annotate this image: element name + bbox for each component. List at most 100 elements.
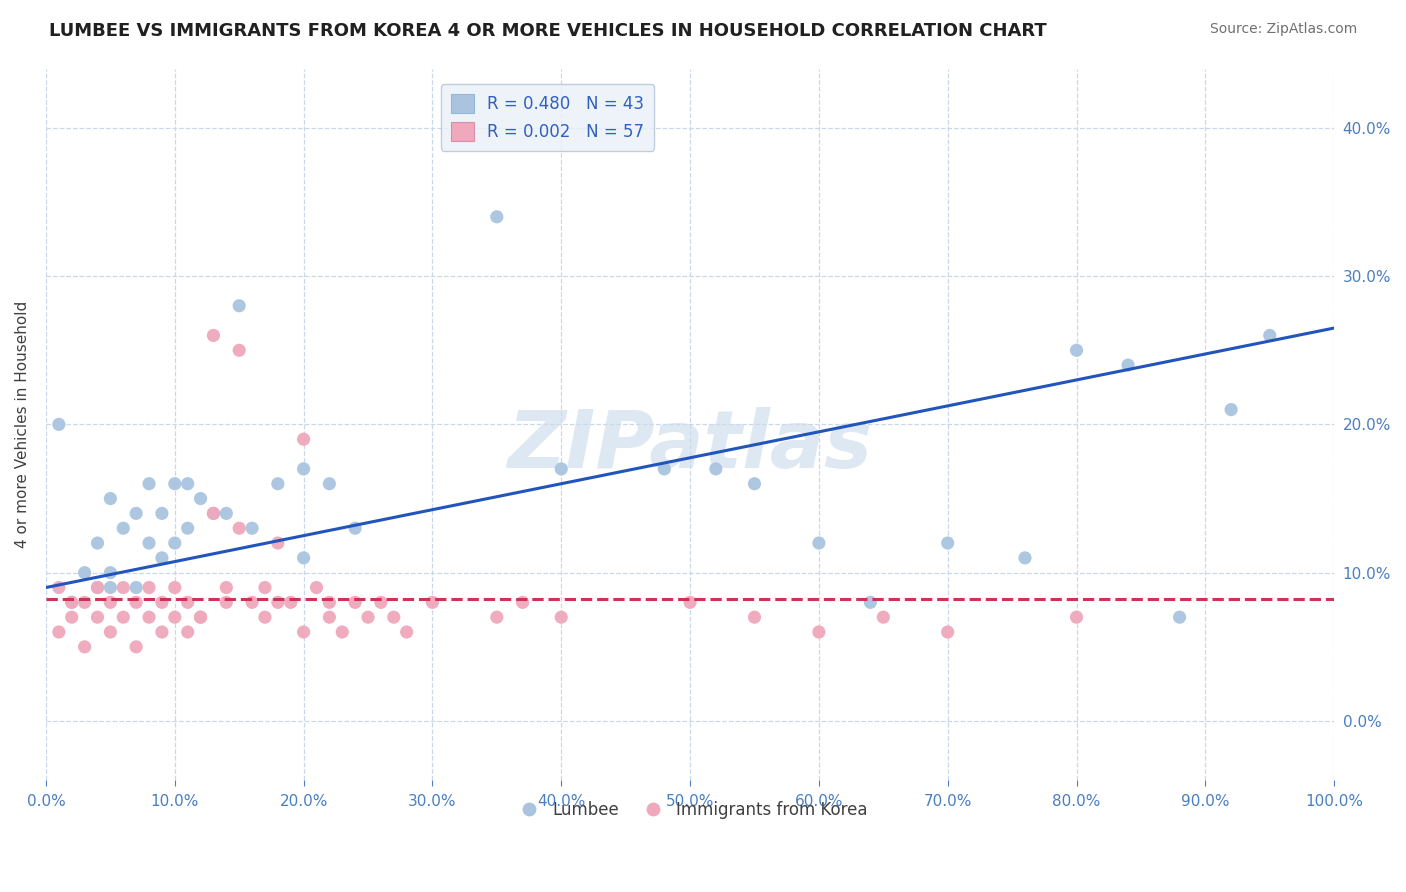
Point — [267, 536, 290, 550]
Point — [73, 640, 96, 654]
Point — [150, 550, 173, 565]
Point — [807, 536, 830, 550]
Point — [100, 491, 122, 506]
Point — [176, 625, 198, 640]
Point — [1066, 343, 1088, 358]
Point — [100, 581, 122, 595]
Point — [292, 432, 315, 446]
Point — [936, 625, 959, 640]
Point — [138, 536, 160, 550]
Point — [125, 595, 148, 609]
Point — [744, 610, 766, 624]
Point — [48, 581, 70, 595]
Point — [240, 521, 263, 535]
Point — [48, 625, 70, 640]
Point — [138, 476, 160, 491]
Point — [1168, 610, 1191, 624]
Point — [73, 595, 96, 609]
Point — [228, 343, 250, 358]
Point — [125, 640, 148, 654]
Point — [344, 595, 367, 609]
Point — [807, 625, 830, 640]
Point — [872, 610, 894, 624]
Point — [859, 595, 882, 609]
Point — [422, 595, 444, 609]
Point — [138, 581, 160, 595]
Point — [1258, 328, 1281, 343]
Point — [202, 328, 225, 343]
Point — [370, 595, 392, 609]
Point — [73, 566, 96, 580]
Point — [190, 610, 212, 624]
Point — [48, 417, 70, 432]
Point — [1066, 610, 1088, 624]
Point — [253, 581, 276, 595]
Point — [267, 476, 290, 491]
Point — [190, 491, 212, 506]
Y-axis label: 4 or more Vehicles in Household: 4 or more Vehicles in Household — [15, 301, 30, 548]
Point — [138, 610, 160, 624]
Point — [176, 476, 198, 491]
Point — [292, 550, 315, 565]
Point — [512, 595, 534, 609]
Point — [357, 610, 380, 624]
Point — [679, 595, 702, 609]
Point — [550, 462, 572, 476]
Point — [86, 581, 108, 595]
Point — [228, 521, 250, 535]
Point — [150, 507, 173, 521]
Point — [176, 521, 198, 535]
Point — [1014, 550, 1036, 565]
Point — [305, 581, 328, 595]
Point — [202, 507, 225, 521]
Point — [215, 595, 238, 609]
Point — [318, 595, 340, 609]
Point — [112, 610, 135, 624]
Point — [86, 581, 108, 595]
Point — [100, 625, 122, 640]
Point — [292, 462, 315, 476]
Point — [163, 610, 186, 624]
Point — [318, 476, 340, 491]
Point — [936, 536, 959, 550]
Point — [1116, 358, 1139, 372]
Point — [215, 581, 238, 595]
Point — [60, 610, 83, 624]
Point — [150, 595, 173, 609]
Point — [125, 507, 148, 521]
Point — [485, 210, 508, 224]
Point — [112, 581, 135, 595]
Point — [253, 610, 276, 624]
Point — [60, 595, 83, 609]
Point — [267, 595, 290, 609]
Point — [550, 610, 572, 624]
Text: Source: ZipAtlas.com: Source: ZipAtlas.com — [1209, 22, 1357, 37]
Point — [485, 610, 508, 624]
Point — [744, 476, 766, 491]
Point — [202, 507, 225, 521]
Point — [176, 595, 198, 609]
Point — [163, 476, 186, 491]
Point — [240, 595, 263, 609]
Point — [1220, 402, 1243, 417]
Point — [292, 625, 315, 640]
Point — [215, 507, 238, 521]
Text: LUMBEE VS IMMIGRANTS FROM KOREA 4 OR MORE VEHICLES IN HOUSEHOLD CORRELATION CHAR: LUMBEE VS IMMIGRANTS FROM KOREA 4 OR MOR… — [49, 22, 1047, 40]
Point — [60, 595, 83, 609]
Point — [318, 610, 340, 624]
Text: ZIPatlas: ZIPatlas — [508, 407, 873, 484]
Point — [395, 625, 418, 640]
Point — [190, 610, 212, 624]
Point — [112, 521, 135, 535]
Point — [228, 299, 250, 313]
Point — [163, 581, 186, 595]
Point — [86, 610, 108, 624]
Point — [704, 462, 727, 476]
Point — [100, 566, 122, 580]
Point — [163, 536, 186, 550]
Point — [382, 610, 405, 624]
Legend: Lumbee, Immigrants from Korea: Lumbee, Immigrants from Korea — [506, 794, 875, 825]
Point — [280, 595, 302, 609]
Point — [330, 625, 353, 640]
Point — [652, 462, 675, 476]
